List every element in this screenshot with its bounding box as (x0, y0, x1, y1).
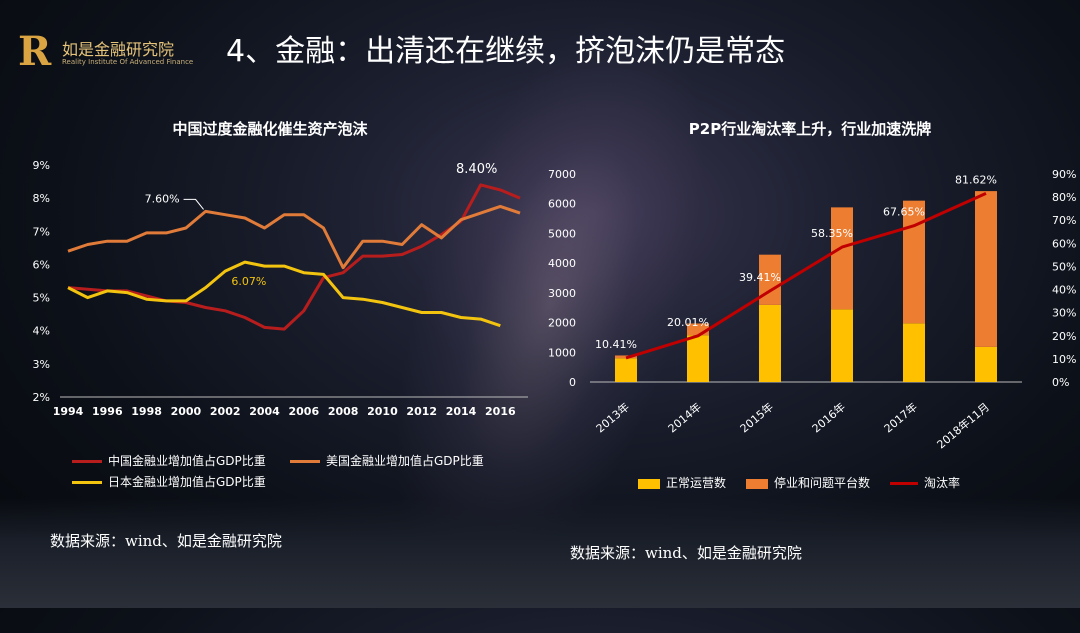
left-y-tick-label: 3% (33, 358, 50, 371)
annotation-japan-peak: 6.07% (231, 275, 266, 288)
legend-swatch-usa (290, 460, 320, 463)
rate-data-label: 58.35% (811, 227, 853, 240)
right-x-tick-label: 2017年 (881, 400, 920, 436)
left-x-tick-label: 2002 (210, 405, 241, 418)
left-line-chart: 2% 3% 4% 5% 6% 7% 8% 9% 1994 1996 1998 2000 2002 2004… (33, 159, 528, 418)
rate-data-label: 39.41% (739, 271, 781, 284)
left-x-tick-label: 2012 (406, 405, 437, 418)
right-x-tick-label: 2016年 (809, 400, 848, 436)
left-y-tick-label: 8% (33, 192, 50, 205)
series-line-usa (67, 204, 521, 270)
left-x-tick-label: 2010 (367, 405, 398, 418)
bar-normal-operating (687, 335, 709, 382)
bar-stopped-problem (903, 200, 925, 324)
right-y-right-tick-label: 70% (1052, 214, 1076, 227)
legend-swatch-normal (638, 478, 660, 489)
right-y-right-tick-label: 40% (1052, 284, 1076, 297)
right-y-left-tick-label: 2000 (548, 317, 576, 330)
rate-data-label: 20.01% (667, 316, 709, 329)
bar-normal-operating (903, 323, 925, 382)
right-y-right-tick-label: 20% (1052, 330, 1076, 343)
legend-label-rate: 淘汰率 (924, 476, 961, 490)
right-y-left-tick-label: 5000 (548, 227, 576, 240)
logo-mark: R (18, 28, 52, 75)
right-y-left-tick-label: 4000 (548, 257, 576, 270)
left-x-tick-label: 2016 (485, 405, 516, 418)
left-y-tick-label: 4% (33, 325, 50, 338)
logo-name-cn: 如是金融研究院 (62, 40, 175, 59)
left-y-tick-label: 9% (33, 159, 50, 172)
right-y-right-tick-label: 90% (1052, 168, 1076, 181)
page-title: 4、金融：出清还在继续，挤泡沫仍是常态 (226, 34, 786, 69)
left-x-tick-label: 1994 (53, 405, 84, 418)
left-x-tick-label: 2014 (446, 405, 477, 418)
bar-stopped-problem (687, 323, 709, 336)
legend-item-japan: 日本金融业增加值占GDP比重 (72, 473, 266, 490)
left-x-tick-label: 2000 (171, 405, 202, 418)
right-x-tick-label: 2018年11月 (934, 400, 992, 452)
right-x-tick-label: 2013年 (593, 400, 632, 436)
right-y-right-tick-label: 80% (1052, 191, 1076, 204)
legend-item-stopped: 停业和问题平台数 (746, 474, 870, 491)
legend-item-normal: 正常运营数 (638, 474, 726, 491)
rate-data-label: 10.41% (595, 338, 637, 351)
bar-normal-operating (831, 309, 853, 382)
legend-label-normal: 正常运营数 (666, 476, 727, 490)
left-y-tick-label: 2% (33, 391, 50, 404)
rate-data-label: 67.65% (883, 206, 925, 219)
logo: R 如是金融研究院 Reality Institute Of Advanced … (18, 30, 218, 76)
legend-swatch-rate (890, 482, 918, 485)
right-x-tick-label: 2014年 (665, 400, 704, 436)
left-y-tick-label: 6% (33, 258, 50, 271)
series-line-china (67, 183, 521, 331)
left-x-tick-label: 1998 (131, 405, 162, 418)
legend-label-stopped: 停业和问题平台数 (774, 476, 871, 490)
series-line-japan (67, 260, 501, 328)
right-y-right-tick-label: 0% (1052, 376, 1069, 389)
left-x-tick-label: 1996 (92, 405, 123, 418)
right-y-right-tick-label: 60% (1052, 237, 1076, 250)
right-y-left-tick-label: 6000 (548, 198, 576, 211)
right-y-left-tick-label: 7000 (548, 168, 576, 181)
right-chart-title: P2P行业淘汰率上升，行业加速洗牌 (688, 120, 932, 138)
bar-normal-operating (759, 304, 781, 382)
logo-name-en: Reality Institute Of Advanced Finance (62, 58, 194, 66)
ground-shadow (0, 498, 1080, 608)
bar-stopped-problem (831, 207, 853, 310)
legend-swatch-stopped (746, 478, 768, 489)
series-line-elimination-rate (625, 192, 987, 360)
left-source-note: 数据来源：wind、如是金融研究院 (50, 532, 282, 550)
right-x-tick-label: 2015年 (737, 400, 776, 436)
legend-swatch-china (72, 460, 102, 463)
legend-label-japan: 日本金融业增加值占GDP比重 (108, 475, 266, 489)
right-y-right-tick-label: 50% (1052, 260, 1076, 273)
right-y-right-tick-label: 30% (1052, 307, 1076, 320)
legend-item-usa: 美国金融业增加值占GDP比重 (290, 452, 484, 469)
right-bar-line-chart: 0 1000 2000 3000 4000 5000 6000 7000 0% 10% 20% 30%… (548, 168, 1076, 452)
right-y-right-tick-label: 10% (1052, 353, 1076, 366)
rate-data-label: 81.62% (955, 173, 997, 186)
right-y-left-tick-label: 1000 (548, 346, 576, 359)
annotation-usa-peak: 7.60% (145, 192, 180, 205)
left-y-tick-label: 5% (33, 292, 50, 305)
bar-stopped-problem (975, 191, 997, 347)
bar-normal-operating (615, 358, 637, 382)
legend-item-china: 中国金融业增加值占GDP比重 (72, 452, 266, 469)
left-x-tick-label: 2006 (289, 405, 320, 418)
right-source-note: 数据来源：wind、如是金融研究院 (570, 544, 802, 562)
left-x-tick-label: 2004 (249, 405, 280, 418)
annotation-china-peak: 8.40% (456, 162, 497, 177)
left-x-tick-label: 2008 (328, 405, 359, 418)
bar-stopped-problem (759, 254, 781, 305)
legend-label-china: 中国金融业增加值占GDP比重 (108, 454, 266, 468)
left-chart-title: 中国过度金融化催生资产泡沫 (172, 120, 368, 138)
right-y-left-tick-label: 3000 (548, 287, 576, 300)
bar-normal-operating (975, 346, 997, 382)
legend-item-rate: 淘汰率 (890, 474, 960, 491)
annotation-usa-leader (183, 198, 204, 210)
left-y-tick-label: 7% (33, 225, 50, 238)
right-y-left-tick-label: 0 (569, 376, 576, 389)
legend-swatch-japan (72, 481, 102, 484)
legend-label-usa: 美国金融业增加值占GDP比重 (326, 454, 484, 468)
